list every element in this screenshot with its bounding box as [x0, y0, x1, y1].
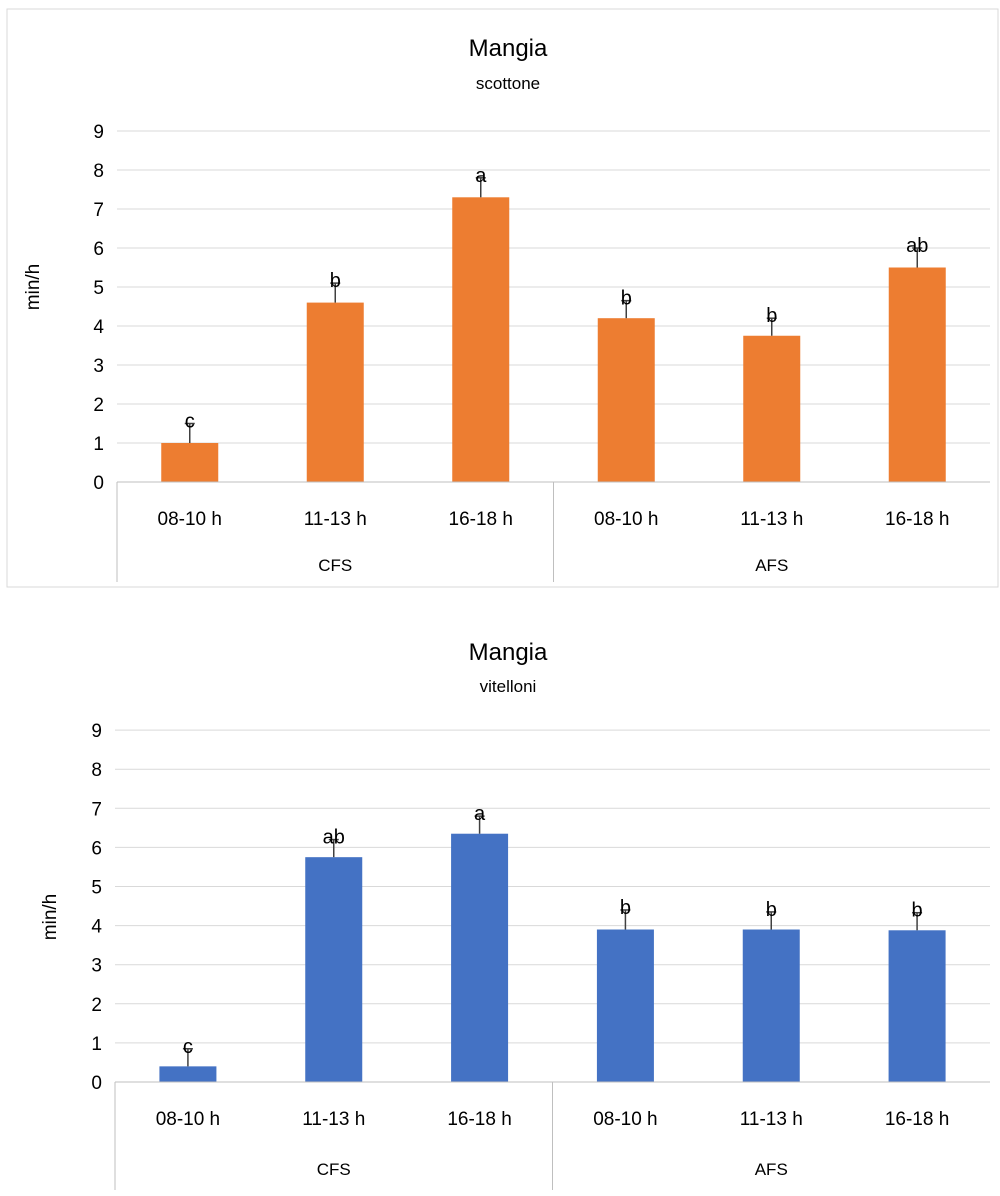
- bar: [161, 443, 219, 482]
- bar: [888, 930, 946, 1082]
- y-tick-label: 6: [93, 239, 104, 260]
- chart-scottone: Mangia scottone min/h 0 1 2 3 4 5 6 7 8 9 c b a b b ab 0…: [0, 0, 1000, 595]
- significance-label: b: [766, 899, 777, 921]
- group-label: AFS: [755, 556, 788, 575]
- y-tick-label: 7: [91, 799, 102, 820]
- y-tick-label: 2: [93, 395, 104, 416]
- x-tick-label: 11-13 h: [740, 1109, 803, 1130]
- y-tick-label: 4: [93, 317, 104, 338]
- chart-vitelloni: Mangia vitelloni min/h 0 1 2 3 4 5 6 7 8 9 c ab a b b b…: [0, 596, 1000, 1196]
- group-label: CFS: [317, 1160, 351, 1179]
- bar: [305, 857, 363, 1082]
- bar: [452, 197, 510, 483]
- x-tick-label: 11-13 h: [302, 1109, 365, 1130]
- y-tick-label: 3: [91, 956, 102, 977]
- y-tick-label: 6: [91, 838, 102, 859]
- bar: [888, 267, 946, 482]
- y-tick-label: 5: [91, 878, 102, 899]
- bar: [596, 929, 654, 1082]
- y-tick-label: 1: [93, 434, 104, 455]
- bar: [597, 318, 655, 482]
- x-tick-label: 16-18 h: [449, 509, 513, 530]
- chart-title: Mangia: [469, 639, 548, 666]
- y-axis-label: min/h: [23, 264, 44, 310]
- bar: [159, 1066, 217, 1082]
- y-tick-label: 0: [93, 473, 104, 494]
- significance-label: c: [185, 411, 195, 433]
- x-tick-label: 16-18 h: [447, 1109, 511, 1130]
- y-tick-label: 5: [93, 278, 104, 299]
- y-tick-label: 1: [91, 1034, 102, 1055]
- y-tick-label: 8: [93, 161, 104, 182]
- group-label: CFS: [318, 556, 352, 575]
- bar: [742, 929, 800, 1082]
- chart-title: Mangia: [469, 35, 548, 62]
- significance-label: b: [766, 305, 777, 327]
- significance-label: ab: [323, 827, 345, 849]
- x-tick-label: 08-10 h: [594, 509, 658, 530]
- y-tick-label: 9: [93, 122, 104, 143]
- y-tick-label: 3: [93, 356, 104, 377]
- x-tick-label: 08-10 h: [158, 509, 222, 530]
- x-tick-label: 11-13 h: [304, 509, 367, 530]
- chart-scottone-svg: Mangia scottone min/h 0123456789cbabbab0…: [6, 8, 999, 588]
- significance-label: b: [620, 897, 631, 919]
- bar: [743, 335, 801, 482]
- y-axis-label: min/h: [40, 894, 61, 940]
- significance-label: b: [621, 288, 632, 310]
- y-tick-label: 4: [91, 917, 102, 938]
- x-tick-label: 08-10 h: [156, 1109, 220, 1130]
- significance-label: ab: [906, 235, 928, 257]
- chart-subtitle: vitelloni: [480, 677, 537, 696]
- significance-label: a: [474, 803, 486, 825]
- x-tick-label: 08-10 h: [593, 1109, 657, 1130]
- significance-label: b: [912, 900, 923, 922]
- significance-label: b: [330, 270, 341, 292]
- group-label: AFS: [755, 1160, 788, 1179]
- significance-label: c: [183, 1036, 193, 1058]
- x-tick-label: 16-18 h: [885, 509, 949, 530]
- chart-subtitle: scottone: [476, 74, 540, 93]
- significance-label: a: [475, 165, 487, 187]
- x-tick-label: 16-18 h: [885, 1109, 949, 1130]
- bar: [451, 833, 509, 1082]
- y-tick-label: 9: [91, 721, 102, 742]
- x-tick-label: 11-13 h: [740, 509, 803, 530]
- y-tick-label: 0: [91, 1073, 102, 1094]
- y-tick-label: 8: [91, 760, 102, 781]
- y-tick-label: 7: [93, 200, 104, 221]
- bar: [306, 302, 364, 482]
- y-tick-label: 2: [91, 995, 102, 1016]
